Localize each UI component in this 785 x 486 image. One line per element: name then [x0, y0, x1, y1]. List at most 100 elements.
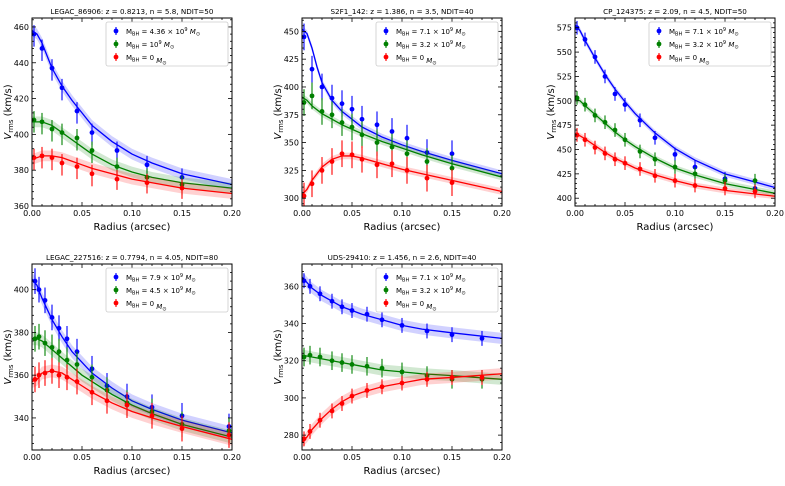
legend-box	[375, 21, 499, 67]
data-point	[592, 54, 598, 60]
legend-marker	[113, 28, 119, 34]
data-point	[32, 155, 37, 161]
data-point	[399, 369, 405, 375]
data-point	[89, 130, 95, 135]
data-point	[49, 155, 55, 161]
data-point	[424, 328, 430, 334]
legend-label-main: M	[669, 54, 675, 62]
data-point	[39, 119, 45, 125]
x-tick-label: 0.15	[443, 209, 461, 218]
x-tick-label: 0.15	[173, 453, 191, 462]
data-point	[374, 122, 380, 128]
data-point	[74, 362, 80, 367]
y-tick-label: 425	[284, 55, 299, 64]
data-point	[32, 31, 37, 37]
legend-label-unit-sub: ⊙	[191, 278, 195, 284]
data-point	[49, 126, 55, 132]
legend-label-rest: = 0	[139, 54, 154, 62]
series-1	[32, 25, 232, 190]
y-tick-label: 420	[14, 95, 29, 104]
data-point	[359, 132, 365, 138]
x-axis-label: Radius (arcsec)	[94, 466, 171, 477]
chart-panel-1: LEGAC_86906: z = 0.8213, n = 5.8, NDIT=5…	[3, 7, 241, 233]
data-point	[317, 291, 323, 297]
data-point	[56, 349, 62, 355]
legend-label-unit: M	[162, 41, 170, 49]
chart-title: UDS-29410: z = 1.456, n = 2.6, NDIT=40	[328, 253, 477, 262]
data-point	[144, 162, 150, 168]
legend: MBH = 7.1 × 109 M⊙MBH = 3.2 × 109 M⊙MBH …	[648, 21, 772, 67]
data-point	[309, 93, 315, 99]
data-point	[622, 102, 628, 108]
y-axis-label: Vrms (km/s)	[546, 84, 558, 139]
data-point	[302, 436, 307, 442]
legend-marker	[113, 287, 119, 293]
data-point	[389, 161, 395, 167]
legend-label: MBH = 4.5 × 109 M⊙	[126, 286, 196, 297]
x-tick-label: 0.20	[493, 209, 511, 218]
legend-marker	[113, 41, 119, 47]
legend: MBH = 7.1 × 109 M⊙MBH = 3.2 × 109 M⊙MBH …	[375, 21, 499, 67]
data-point	[339, 120, 345, 125]
legend-label-unit-sub: ⊙	[461, 278, 465, 284]
legend-marker	[383, 54, 389, 60]
data-point	[672, 151, 678, 157]
data-point	[144, 180, 150, 186]
y-tick-label: 320	[284, 357, 299, 366]
legend-label-sub: BH	[132, 45, 139, 51]
legend-label-exp: 9	[450, 273, 453, 279]
legend-label: MBH = 7.9 × 109 M⊙	[126, 273, 196, 284]
y-tick-label: 475	[557, 121, 572, 130]
model-band	[302, 25, 502, 178]
data-point	[379, 317, 385, 323]
data-point	[114, 148, 120, 153]
y-axis-label-sub: rms	[7, 119, 15, 133]
legend-label-unit: M	[154, 57, 162, 65]
data-point	[449, 180, 455, 186]
x-tick-label: 0.15	[443, 453, 461, 462]
legend-label-unit: M	[726, 41, 734, 49]
data-point	[89, 389, 95, 395]
data-point	[424, 159, 430, 164]
x-tick-label: 0.05	[73, 453, 91, 462]
data-point	[42, 340, 48, 346]
x-tick-label: 0.10	[123, 453, 141, 462]
y-tick-label: 350	[284, 139, 299, 148]
data-point	[89, 148, 95, 153]
y-axis-label-var: V	[3, 377, 14, 385]
legend-label-sub: BH	[132, 304, 139, 310]
plot-area	[32, 268, 232, 448]
y-tick-label: 280	[284, 431, 299, 440]
data-point	[404, 135, 410, 141]
y-tick-label: 300	[284, 394, 299, 403]
legend-label-rest: = 0	[409, 300, 424, 308]
legend-marker	[656, 54, 662, 60]
legend-label-unit-sub: ⊙	[196, 32, 200, 38]
y-axis-label-unit: (km/s)	[3, 329, 14, 364]
y-axis-label-var: V	[273, 132, 284, 140]
chart-panel-3: CP_124375: z = 2.09, n = 4.5, NDIT=50 0.0…	[546, 7, 784, 233]
data-point	[179, 185, 185, 191]
data-point	[32, 278, 38, 284]
data-point	[329, 358, 335, 364]
data-point	[424, 175, 430, 181]
legend-label-unit: M	[188, 28, 196, 36]
legend-label-sub: BH	[132, 32, 139, 38]
data-point	[672, 178, 678, 184]
legend-label-sub: BH	[402, 278, 409, 284]
legend-label-unit: M	[424, 57, 432, 65]
legend-label-rest: = 7.1 × 10	[409, 274, 450, 282]
legend-label-rest: = 0	[139, 300, 154, 308]
legend-label: MBH = 3.2 × 109 M⊙	[669, 40, 739, 51]
legend-item-1: MBH = 4.36 × 109 M⊙	[113, 27, 200, 38]
chart-panel-4: LEGAC_227516: z = 0.7794, n = 4.05, NDIT…	[3, 253, 241, 477]
x-tick-label: 0.20	[766, 209, 784, 218]
legend-label: MBH = 7.1 × 109 M⊙	[396, 273, 466, 284]
legend-label-rest: = 7.1 × 10	[409, 28, 450, 36]
legend-label-rest: = 7.1 × 10	[682, 28, 723, 36]
legend: MBH = 7.1 × 109 M⊙MBH = 3.2 × 109 M⊙MBH …	[375, 267, 499, 313]
legend-label-unit: M	[154, 303, 162, 311]
data-point	[349, 362, 355, 367]
chart-title: LEGAC_227516: z = 0.7794, n = 4.05, NDIT…	[46, 253, 218, 262]
chart-panel-2: S2F1_142: z = 1.386, n = 3.5, NDIT=40 0.0…	[273, 7, 511, 233]
